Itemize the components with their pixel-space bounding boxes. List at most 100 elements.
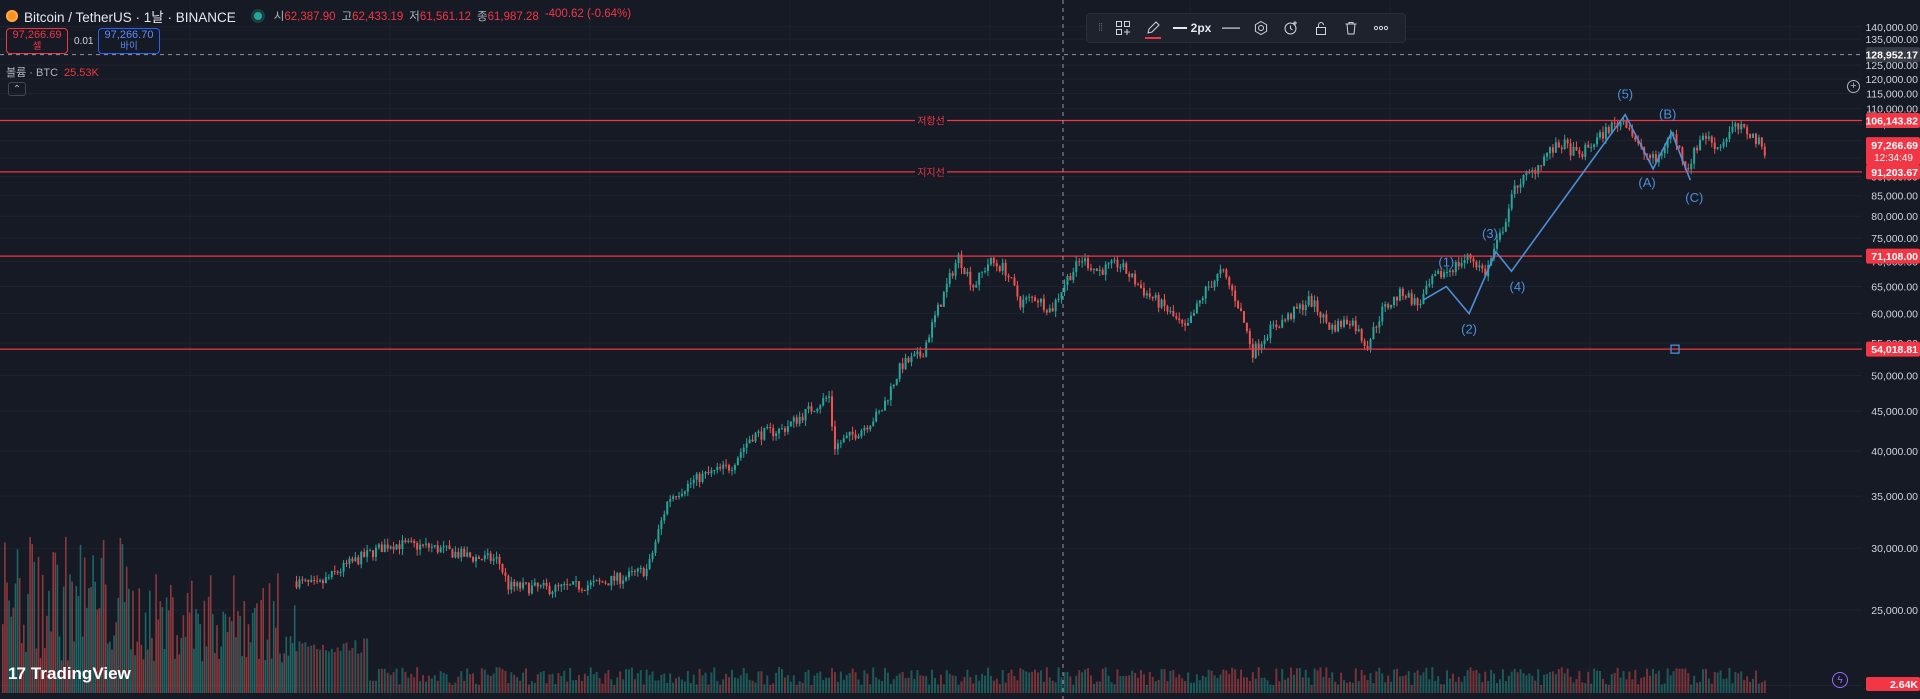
templates-icon[interactable]: [1109, 16, 1137, 40]
volume-bar: [1107, 675, 1110, 693]
volume-bar: [287, 655, 290, 693]
candle: [1740, 124, 1743, 130]
candle: [324, 577, 327, 584]
volume-bar: [1128, 675, 1131, 693]
volume-bar: [863, 670, 866, 693]
volume-bar: [533, 682, 536, 693]
sell-price: 97,266.69: [12, 29, 62, 41]
volume-bar: [1554, 674, 1557, 693]
candle: [963, 268, 966, 275]
volume-bar: [268, 583, 271, 693]
candle: [1604, 127, 1607, 139]
volume-bar: [1310, 684, 1313, 693]
volume-bar: [957, 684, 960, 693]
volume-bar: [589, 667, 592, 693]
volume-bar: [919, 675, 922, 693]
volume-bar: [327, 651, 330, 693]
candle: [1543, 156, 1546, 166]
candle: [1575, 146, 1578, 151]
candle: [321, 580, 324, 584]
candle: [1498, 232, 1501, 240]
candle: [795, 417, 798, 424]
candle: [530, 585, 533, 594]
candle: [1345, 319, 1348, 325]
volume-bar: [27, 593, 29, 693]
volume-bar: [1219, 674, 1222, 693]
line-style-icon[interactable]: [1217, 16, 1245, 40]
volume-bar: [1351, 682, 1354, 693]
candle: [483, 555, 486, 560]
candle: [1501, 231, 1504, 233]
lock-icon[interactable]: [1307, 16, 1335, 40]
volume-bar: [1375, 671, 1378, 693]
volume-bar: [310, 645, 313, 693]
volume-bar: [1649, 675, 1652, 693]
candle: [1219, 269, 1222, 274]
candle: [1451, 270, 1454, 273]
candle: [730, 470, 733, 472]
volume-bar: [701, 675, 704, 693]
trash-icon[interactable]: [1337, 16, 1365, 40]
volume-bar: [610, 679, 613, 693]
elliott-wave-drawing[interactable]: (1) (2) (3) (4) (5) (A) (B) (C): [1423, 87, 1704, 337]
volume-bar: [1690, 684, 1693, 693]
volume-bar: [351, 647, 354, 693]
alert-icon[interactable]: [1277, 16, 1305, 40]
candle: [1584, 144, 1587, 157]
volume-bar: [35, 648, 38, 693]
volume-bar: [648, 674, 651, 693]
candle: [886, 400, 889, 402]
candle: [460, 548, 463, 558]
volume-bar: [1154, 681, 1157, 693]
sell-button[interactable]: 97,266.69 셀: [6, 28, 68, 54]
candle: [1272, 324, 1275, 326]
candle: [501, 563, 504, 573]
volume-bar: [1348, 681, 1351, 693]
candle: [572, 581, 575, 585]
volume-bar: [1036, 672, 1039, 693]
volume-bar: [807, 669, 810, 693]
volume-bar: [275, 627, 277, 693]
bolt-icon[interactable]: ϟ: [1832, 672, 1848, 688]
volume-bar: [427, 675, 430, 693]
collapse-legend-button[interactable]: ⌃: [8, 82, 26, 96]
candle: [427, 543, 430, 548]
symbol-title[interactable]: Bitcoin / TetherUS · 1날 · BINANCE: [24, 10, 236, 25]
candle: [763, 427, 766, 440]
volume-bar: [197, 613, 199, 693]
candle: [336, 571, 339, 573]
volume-bar: [1151, 677, 1154, 693]
wave-label-5: (A): [1638, 175, 1655, 190]
volume-bar: [65, 536, 67, 693]
candle: [954, 263, 957, 276]
candle: [1131, 273, 1134, 277]
line-width-icon[interactable]: 2px: [1169, 16, 1215, 40]
volume-bar: [1057, 667, 1060, 693]
price-axis[interactable]: 20,000.0025,000.0030,000.0035,000.0040,0…: [1864, 0, 1920, 699]
candle: [1216, 273, 1219, 282]
settings-icon[interactable]: [1247, 16, 1275, 40]
volume-bar: [188, 612, 191, 693]
volume-bar: [1089, 675, 1092, 693]
volume-bar: [916, 670, 919, 693]
volume-bar: [883, 668, 886, 693]
volume-bar: [237, 611, 239, 693]
y-tick-label-24: 140,000.00: [1865, 22, 1918, 34]
tradingview-logo[interactable]: 17 TradingView: [8, 664, 131, 684]
volume-bar: [601, 683, 604, 693]
grip-icon[interactable]: ⁞⁞: [1097, 22, 1103, 34]
volume-bar: [1607, 684, 1610, 693]
candle: [522, 582, 525, 589]
add-alert-plus-icon[interactable]: +: [1847, 80, 1860, 93]
candle: [592, 581, 595, 583]
more-icon[interactable]: [1367, 16, 1395, 40]
volume-bar: [854, 672, 857, 693]
volume-bar: [433, 675, 436, 693]
volume-bar: [1428, 679, 1431, 693]
pen-icon[interactable]: [1139, 16, 1167, 40]
buy-button[interactable]: 97,266.70 바이: [98, 28, 160, 54]
volume-bar: [1122, 676, 1125, 693]
volume-bar: [1496, 683, 1499, 693]
